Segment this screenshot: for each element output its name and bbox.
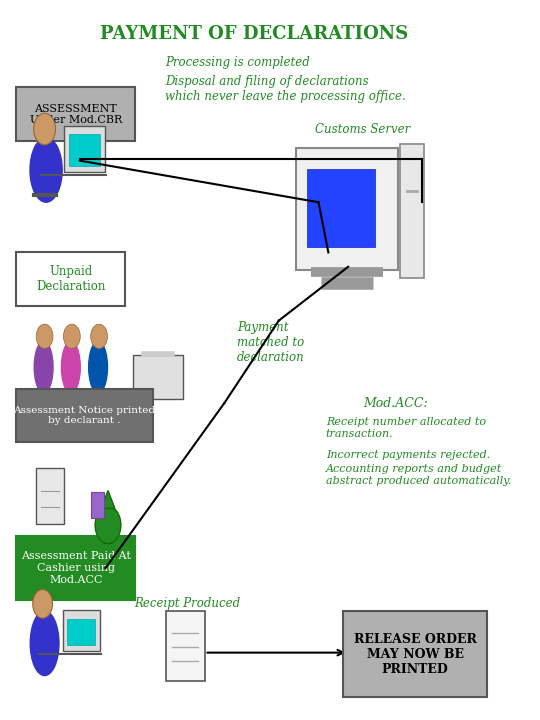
FancyBboxPatch shape	[69, 134, 99, 166]
Ellipse shape	[89, 341, 107, 393]
Text: Accounting reports and budget
abstract produced automatically.: Accounting reports and budget abstract p…	[326, 464, 511, 485]
Text: Mod.ACC:: Mod.ACC:	[363, 397, 428, 410]
Circle shape	[95, 506, 121, 544]
FancyBboxPatch shape	[133, 355, 183, 400]
Text: Receipt Produced: Receipt Produced	[134, 598, 240, 611]
FancyBboxPatch shape	[166, 611, 205, 681]
FancyBboxPatch shape	[343, 611, 487, 697]
Circle shape	[36, 324, 53, 348]
FancyBboxPatch shape	[16, 389, 153, 443]
Ellipse shape	[62, 341, 80, 393]
FancyBboxPatch shape	[64, 126, 105, 172]
Ellipse shape	[30, 138, 62, 202]
Ellipse shape	[30, 611, 59, 675]
FancyBboxPatch shape	[400, 144, 424, 277]
FancyBboxPatch shape	[296, 148, 397, 270]
Ellipse shape	[34, 341, 53, 393]
Text: Payment
matched to
declaration: Payment matched to declaration	[237, 320, 305, 364]
FancyBboxPatch shape	[16, 87, 135, 141]
Text: Unpaid
Declaration: Unpaid Declaration	[36, 265, 105, 293]
FancyBboxPatch shape	[16, 536, 135, 600]
Text: Incorrect payments rejected.: Incorrect payments rejected.	[326, 450, 490, 459]
Circle shape	[91, 324, 107, 348]
Circle shape	[33, 113, 56, 145]
Text: PAYMENT OF DECLARATIONS: PAYMENT OF DECLARATIONS	[100, 24, 408, 42]
FancyBboxPatch shape	[91, 492, 104, 518]
FancyBboxPatch shape	[16, 253, 125, 306]
Text: Disposal and filing of declarations: Disposal and filing of declarations	[165, 75, 369, 89]
Circle shape	[63, 324, 80, 348]
Text: Receipt number allocated to
transaction.: Receipt number allocated to transaction.	[326, 418, 486, 439]
Polygon shape	[101, 490, 115, 508]
Circle shape	[33, 590, 52, 618]
FancyBboxPatch shape	[68, 619, 95, 645]
FancyBboxPatch shape	[307, 168, 375, 247]
Text: Assessment Notice printed
by declarant .: Assessment Notice printed by declarant .	[14, 406, 156, 426]
FancyBboxPatch shape	[36, 467, 64, 523]
Text: Processing is completed: Processing is completed	[165, 56, 310, 69]
Text: Customs Server: Customs Server	[315, 122, 410, 135]
Text: ASSESSMENT
Under Mod.CBR: ASSESSMENT Under Mod.CBR	[30, 104, 122, 125]
Text: which never leave the processing office.: which never leave the processing office.	[165, 89, 406, 102]
Text: RELEASE ORDER
MAY NOW BE
PRINTED: RELEASE ORDER MAY NOW BE PRINTED	[354, 633, 476, 675]
FancyBboxPatch shape	[63, 610, 99, 651]
Text: Assessment Paid At
Cashier using
Mod.ACC: Assessment Paid At Cashier using Mod.ACC	[21, 552, 131, 585]
